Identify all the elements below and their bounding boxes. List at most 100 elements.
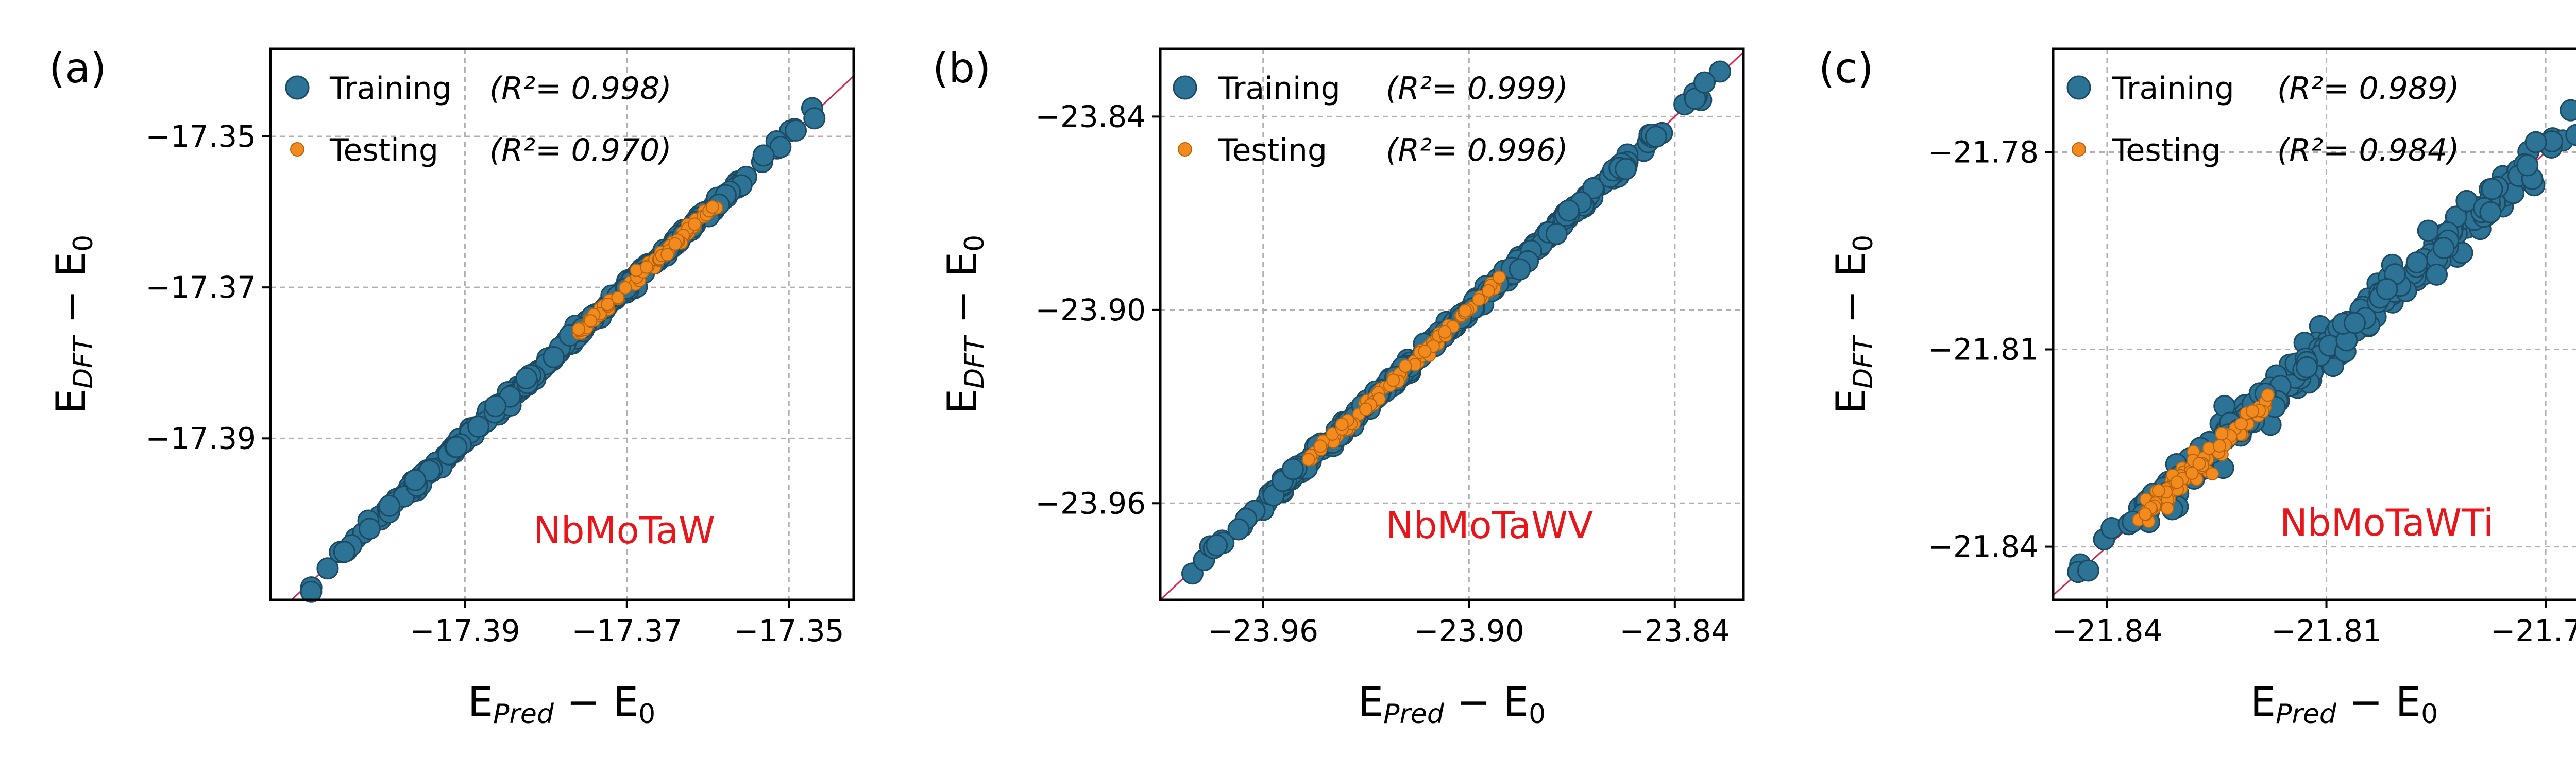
legend-training-label: Training — [2112, 71, 2234, 107]
panel-a: (a) −17.39 −17.37 −17.35 −17.39 −17.37 −17.35… — [48, 44, 855, 730]
plot-frame — [1159, 47, 1745, 601]
x-tick-label: −23.84 — [1620, 613, 1731, 648]
legend-training-label: Training — [329, 71, 452, 107]
training-point — [2479, 201, 2502, 223]
training-point — [1227, 518, 1250, 541]
x-tick-label: −21.81 — [2271, 613, 2382, 648]
training-point — [484, 394, 507, 417]
testing-point — [1313, 439, 1327, 453]
training-point — [1693, 71, 1716, 94]
training-point — [404, 469, 427, 491]
training-point — [333, 541, 355, 563]
y-tick-label: −23.84 — [1035, 99, 1146, 134]
training-point — [1545, 222, 1568, 245]
plot-frame — [2052, 47, 2576, 601]
testing-point — [1418, 345, 1432, 358]
legend: Training (R²= 0.989) Testing (R²= 0.984) — [2066, 71, 2460, 168]
y-tick-label: −17.35 — [145, 119, 256, 154]
y-tick-label: −21.78 — [1928, 134, 2039, 169]
legend-testing-marker — [1178, 142, 1192, 157]
training-point — [2565, 124, 2576, 146]
testing-point — [2151, 484, 2165, 497]
y-axis-label: EDFT − E0 — [940, 235, 990, 414]
training-point — [2405, 251, 2428, 274]
testing-point — [2206, 467, 2219, 481]
panel-c: (c) −21.84 −21.81 −21.78 −21.84 −21.81 −21.78… — [1819, 44, 2576, 730]
legend-testing-marker — [2072, 142, 2086, 157]
training-point — [316, 557, 339, 580]
testing-point — [2234, 417, 2248, 431]
x-axis-label: EPred − E0 — [468, 679, 655, 730]
training-point — [2296, 356, 2318, 378]
legend-training-r2: (R²= 0.989) — [2277, 71, 2460, 107]
testing-point — [2160, 502, 2174, 515]
training-point — [2432, 237, 2455, 260]
y-tick-label: −17.37 — [145, 270, 256, 305]
y-tick-label: −21.84 — [1928, 529, 2039, 564]
training-point — [752, 144, 775, 167]
panel-letter: (c) — [1819, 44, 1873, 92]
x-tick-label: −21.84 — [2052, 613, 2163, 648]
panel-b: (b) −23.96 −23.90 −23.84 −23.96 −23.90 −23.84… — [933, 44, 1745, 730]
training-point — [785, 119, 807, 142]
legend: Training (R²= 0.998) Testing (R²= 0.970) — [285, 71, 672, 168]
training-point — [515, 367, 538, 390]
x-tick-label: −23.96 — [1208, 613, 1318, 648]
legend-testing-label: Testing — [329, 132, 438, 168]
y-tick-label: −17.39 — [145, 421, 256, 456]
x-tick-label: −23.90 — [1414, 613, 1524, 648]
alloy-label: NbMoTaWTi — [2280, 501, 2494, 544]
testing-point — [688, 217, 702, 231]
training-point — [445, 436, 468, 458]
legend-testing-r2: (R²= 0.970) — [489, 132, 672, 168]
legend-training-marker — [1173, 75, 1197, 100]
x-tick-label: −17.39 — [410, 613, 520, 648]
training-point — [1684, 88, 1706, 110]
legend-testing-r2: (R²= 0.984) — [2277, 132, 2460, 168]
testing-point — [640, 260, 654, 274]
training-point — [358, 518, 381, 540]
legend-training-r2: (R²= 0.998) — [489, 71, 672, 107]
testing-point — [601, 298, 615, 312]
legend-testing-r2: (R²= 0.996) — [1386, 132, 1568, 168]
testing-point — [2215, 427, 2229, 441]
x-axis-label: EPred − E0 — [2250, 679, 2438, 730]
testing-point — [1398, 359, 1412, 373]
x-tick-label: −17.37 — [571, 613, 682, 648]
panel-letter: (b) — [933, 44, 991, 92]
testing-point — [2261, 388, 2275, 402]
training-point — [2524, 131, 2547, 153]
y-axis-label: EDFT − E0 — [48, 235, 99, 414]
training-point — [2560, 99, 2576, 122]
testing-point — [660, 248, 674, 262]
testing-point — [1493, 270, 1506, 284]
training-point — [1557, 199, 1580, 222]
training-point — [2426, 263, 2448, 286]
testing-point — [2170, 475, 2184, 489]
legend: Training (R²= 0.999) Testing (R²= 0.996) — [1173, 71, 1568, 168]
testing-point — [1386, 373, 1400, 387]
testing-point — [668, 237, 682, 251]
testing-point — [1438, 325, 1452, 339]
training-point — [2516, 154, 2539, 177]
training-point — [803, 107, 826, 130]
legend-testing-label: Testing — [2112, 132, 2221, 168]
x-tick-label: −21.78 — [2490, 613, 2576, 648]
y-tick-label: −23.96 — [1035, 486, 1146, 521]
testing-point — [1481, 284, 1495, 298]
panel-letter: (a) — [49, 44, 106, 92]
training-point — [2077, 559, 2099, 582]
x-tick-label: −17.35 — [734, 613, 844, 648]
training-point — [2417, 219, 2439, 242]
training-point — [1615, 158, 1637, 180]
testing-point — [1472, 293, 1486, 307]
legend-training-marker — [2066, 75, 2091, 100]
training-point — [2376, 278, 2398, 300]
alloy-label: NbMoTaW — [533, 509, 715, 552]
training-point — [2344, 312, 2366, 334]
testing-point — [2213, 439, 2227, 453]
x-axis-label: EPred − E0 — [1358, 679, 1546, 730]
legend-training-label: Training — [1218, 71, 1341, 107]
legend-testing-marker — [290, 142, 304, 157]
